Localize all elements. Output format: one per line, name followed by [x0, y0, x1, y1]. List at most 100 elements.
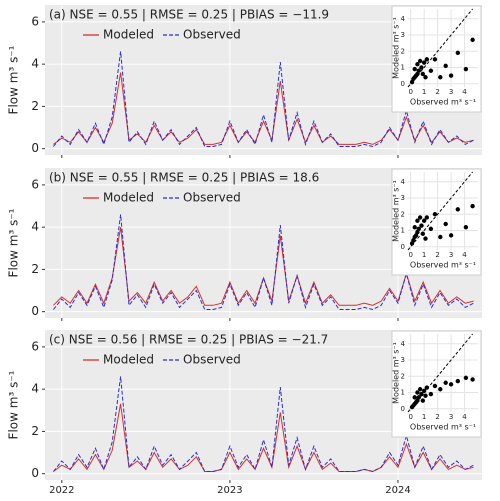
y-tick-label: 6: [31, 14, 39, 28]
series-line: [53, 403, 474, 473]
inset-y-tick-label: 4: [401, 15, 406, 23]
scatter-point: [421, 218, 427, 223]
scatter-point: [416, 68, 421, 73]
scatter-point: [470, 37, 475, 43]
scatter-point: [419, 65, 424, 70]
scatter-point: [419, 223, 424, 228]
x-tick-label: 2024: [385, 485, 410, 496]
legend-label: Modeled: [103, 191, 154, 205]
inset-x-tick-label: 2: [435, 88, 439, 96]
inset-background: [391, 168, 482, 276]
scatter-point: [443, 63, 448, 69]
legend-label: Observed: [183, 353, 241, 367]
scatter-point: [443, 380, 448, 385]
scatter-point: [420, 231, 426, 236]
inset-y-tick-label: 2: [401, 47, 405, 55]
y-tick-label: 4: [31, 382, 39, 396]
legend-label: Modeled: [103, 353, 154, 367]
y-tick-label: 0: [31, 304, 39, 318]
inset-y-tick-label: 4: [401, 178, 406, 186]
scatter-point: [448, 73, 454, 78]
scatter-point: [417, 387, 423, 392]
scatter-point: [416, 226, 421, 232]
legend-label: Modeled: [103, 28, 154, 42]
inset-y-label: Modeled m³ s⁻¹: [392, 17, 401, 79]
panel-title: (c) NSE = 0.56 | RMSE = 0.25 | PBIAS = −…: [49, 333, 328, 347]
inset-y-tick-label: 3: [401, 194, 405, 202]
inset-x-tick-label: 3: [449, 88, 453, 96]
scatter-point: [416, 395, 421, 400]
scatter-point: [470, 377, 475, 382]
inset-y-tick-label: 2: [401, 210, 405, 218]
inset-x-tick-label: 0: [408, 413, 412, 421]
scatter-point: [438, 75, 443, 80]
y-tick-label: 2: [31, 262, 39, 276]
inset-y-tick-label: 0: [401, 80, 405, 88]
scatter-point: [428, 391, 434, 397]
inset-y-tick-label: 1: [401, 64, 405, 72]
scatter-point: [428, 68, 434, 73]
y-tick-label: 6: [31, 339, 39, 353]
scatter-point: [417, 58, 423, 64]
scatter-point: [455, 50, 461, 56]
inset-x-tick-label: 4: [462, 251, 467, 259]
inset-y-tick-label: 1: [401, 227, 405, 235]
inset-y-tick-label: 0: [401, 243, 405, 251]
y-axis-label: Flow m³ s⁻¹: [7, 208, 21, 277]
scatter-point: [417, 215, 423, 220]
inset-y-tick-label: 3: [401, 31, 405, 39]
inset-y-label: Modeled m³ s⁻¹: [392, 342, 401, 404]
scatter-point: [455, 378, 461, 384]
scatter-point: [423, 75, 428, 80]
x-tick-label: 2022: [49, 485, 74, 496]
inset-y-tick-label: 1: [401, 389, 405, 397]
scatter-point: [432, 212, 438, 217]
scatter-point: [424, 385, 430, 390]
y-tick-label: 0: [31, 466, 39, 480]
inset-background: [391, 330, 482, 438]
scatter-point: [455, 207, 461, 212]
inset-x-tick-label: 1: [422, 413, 426, 421]
scatter-point: [438, 387, 443, 392]
legend-label: Observed: [183, 28, 241, 42]
x-tick-label: 2023: [217, 485, 242, 496]
scatter-point: [420, 398, 426, 403]
scatter-point: [420, 71, 426, 77]
inset-x-tick-label: 2: [435, 413, 439, 421]
scatter-point: [463, 375, 469, 381]
y-tick-label: 2: [31, 99, 39, 113]
panel-title: (a) NSE = 0.55 | RMSE = 0.25 | PBIAS = −…: [49, 8, 329, 22]
scatter-point: [443, 221, 448, 227]
inset-x-tick-label: 0: [408, 88, 412, 96]
scatter-point: [412, 225, 417, 230]
scatter-point: [463, 66, 469, 72]
y-tick-label: 6: [31, 177, 39, 191]
inset-x-label: Observed m³ s⁻¹: [410, 423, 476, 432]
inset-x-tick-label: 0: [408, 251, 412, 259]
scatter-point: [432, 383, 438, 389]
inset-y-tick-label: 2: [401, 372, 405, 380]
inset-x-tick-label: 4: [462, 88, 467, 96]
scatter-point: [463, 225, 469, 230]
inset-x-tick-label: 3: [449, 251, 453, 259]
series-line: [53, 72, 474, 145]
y-axis-label: Flow m³ s⁻¹: [7, 370, 21, 439]
inset-x-tick-label: 1: [422, 88, 426, 96]
inset-x-tick-label: 1: [422, 251, 426, 259]
inset-x-tick-label: 4: [462, 413, 467, 421]
scatter-point: [428, 226, 434, 232]
y-tick-label: 0: [31, 141, 39, 155]
inset-y-tick-label: 3: [401, 356, 405, 364]
inset-y-tick-label: 0: [401, 405, 405, 413]
scatter-point: [423, 393, 428, 398]
one-to-one-line: [407, 171, 474, 251]
scatter-point: [432, 57, 438, 62]
scatter-point: [424, 57, 430, 62]
scatter-point: [448, 382, 454, 387]
inset-y-label: Modeled m³ s⁻¹: [392, 180, 401, 242]
y-tick-label: 2: [31, 424, 39, 438]
scatter-point: [412, 66, 417, 72]
inset-x-tick-label: 2: [435, 251, 439, 259]
